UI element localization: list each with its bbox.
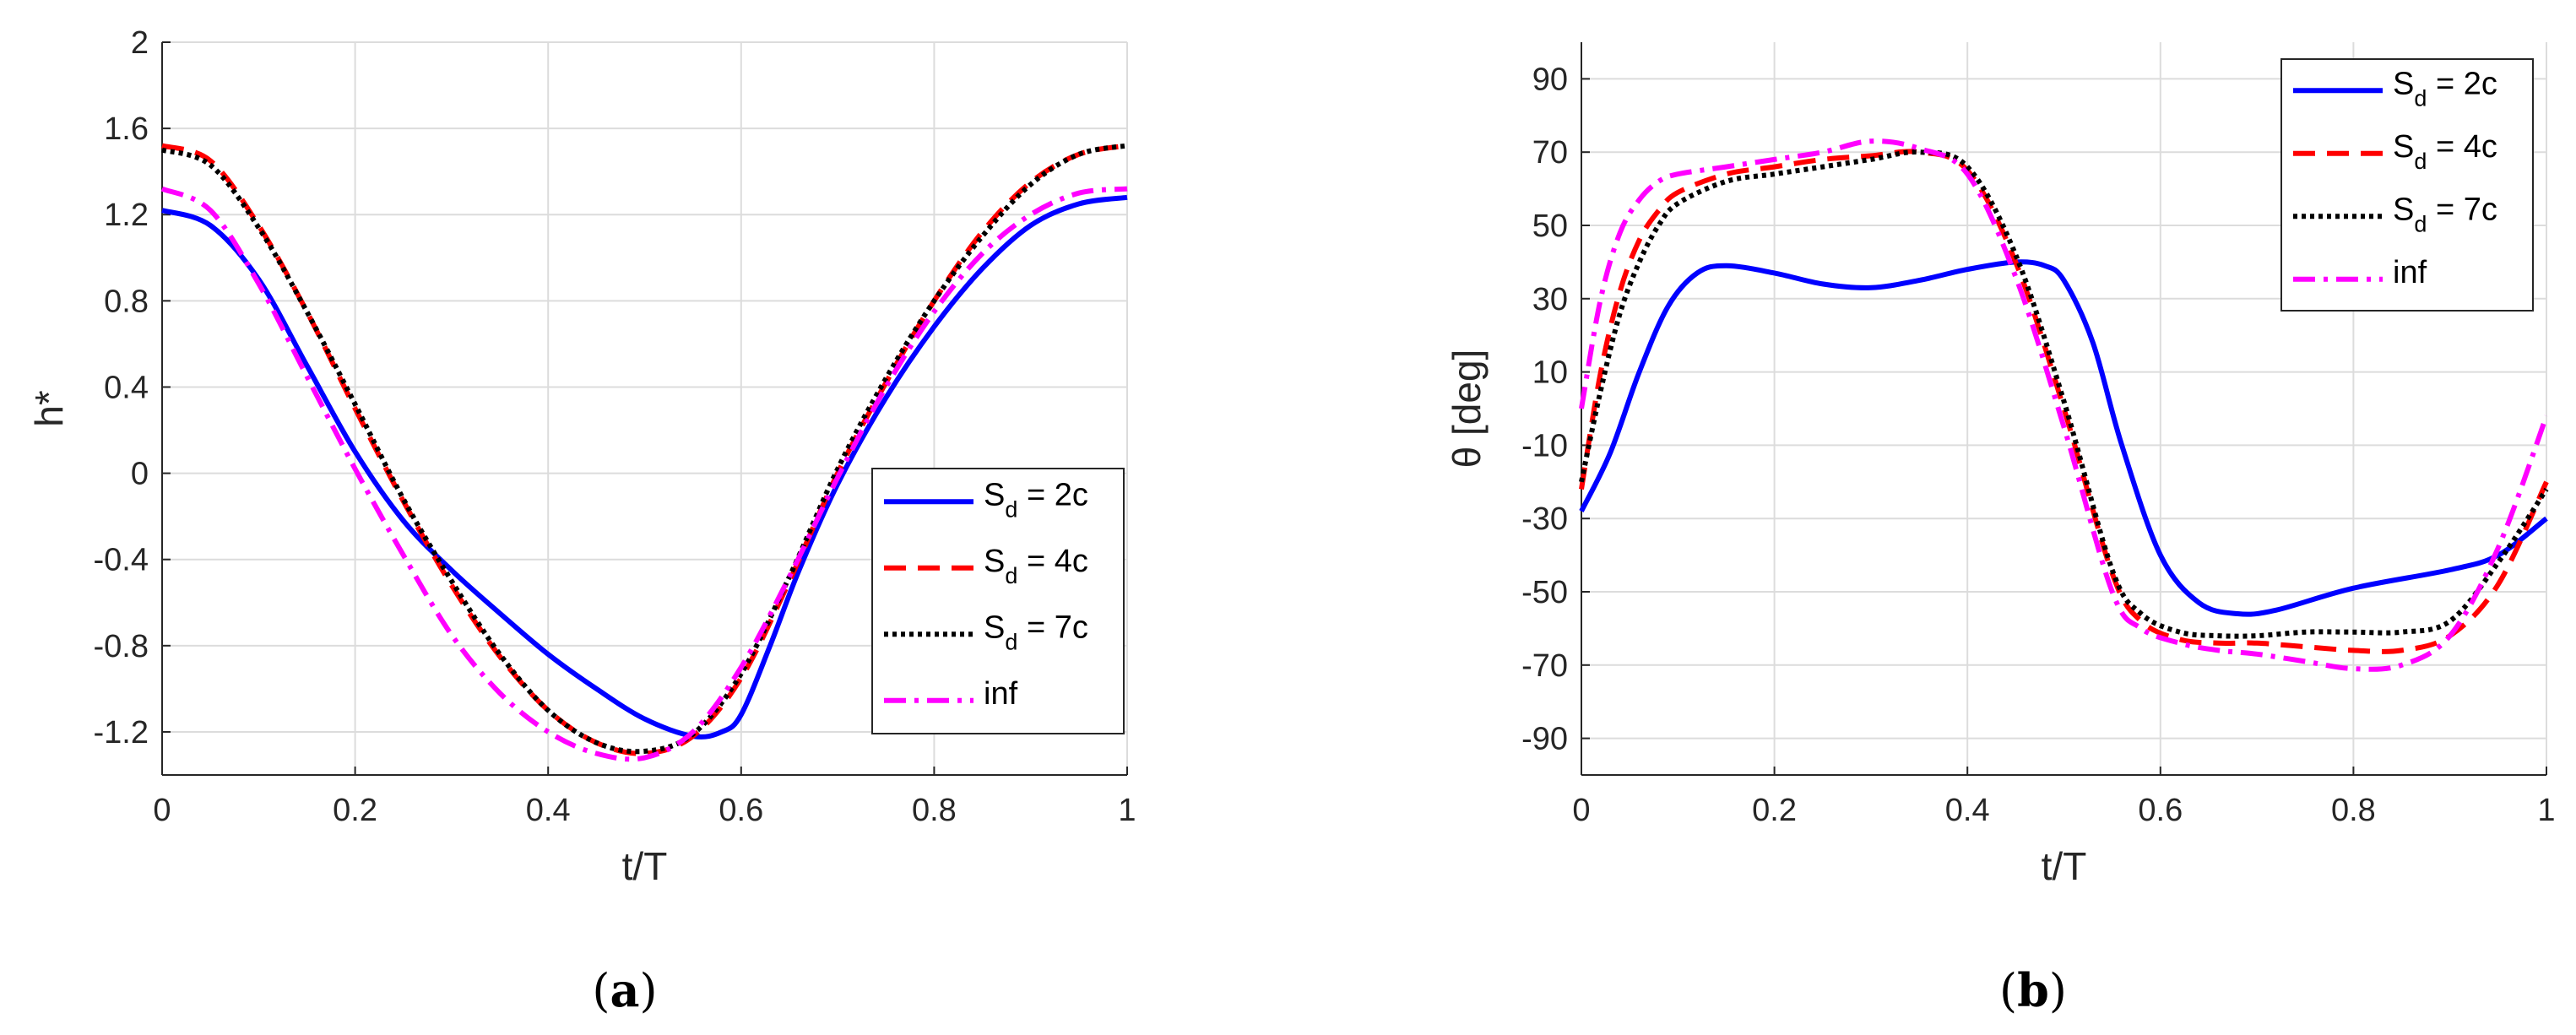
- y-axis-label: h*: [27, 390, 71, 427]
- y-tick-label: 2: [131, 25, 149, 61]
- y-tick-label: -1.2: [94, 715, 149, 751]
- x-tick-label: 0.2: [1752, 793, 1797, 828]
- series-line-1: [1579, 259, 2548, 617]
- legend-label: Sd = 7c: [984, 610, 1088, 654]
- series-line-3: [161, 143, 1128, 755]
- legend: Sd = 2c Sd = 4c Sd = 7c inf: [2280, 58, 2534, 312]
- legend-label: inf: [2393, 255, 2427, 290]
- x-tick-label: 0.2: [333, 793, 377, 828]
- y-tick-label: -50: [1521, 575, 1568, 610]
- legend-label: Sd = 4c: [984, 544, 1088, 588]
- x-tick-label: 0.8: [2331, 793, 2376, 828]
- panel-label-b: (b): [1999, 963, 2067, 1017]
- x-tick-label: 0: [153, 793, 171, 828]
- y-tick-label: -70: [1521, 648, 1568, 684]
- legend-label: inf: [984, 676, 1018, 712]
- legend-box: [2280, 58, 2534, 312]
- legend: Sd = 2c Sd = 4c Sd = 7c inf: [871, 468, 1125, 734]
- series-line-4: [160, 186, 1128, 762]
- series-line-2: [161, 143, 1128, 756]
- x-tick-label: 1: [2537, 793, 2555, 828]
- x-tick-label: 0.4: [1945, 793, 1990, 828]
- legend-label: Sd = 2c: [984, 477, 1088, 522]
- y-tick-label: 1.6: [104, 111, 149, 147]
- legend-label: Sd = 4c: [2393, 129, 2497, 174]
- chart-a: 0 0.2 0.4 0.6 0.8 1 -1.2 -0.8 -0.4 0 0.4 0.8 1.2 1.6 2…: [27, 25, 1136, 888]
- y-tick-label: 0: [131, 457, 149, 492]
- y-tick-label: 70: [1532, 135, 1568, 171]
- y-tick-label: 10: [1532, 355, 1568, 391]
- x-tick-label: 0: [1572, 793, 1590, 828]
- y-tick-label: 0.8: [104, 284, 149, 319]
- x-tick-label: 0.4: [526, 793, 571, 828]
- x-tick-label: 0.8: [912, 793, 957, 828]
- x-tick-label: 0.6: [719, 793, 763, 828]
- legend-label: Sd = 7c: [2393, 192, 2497, 236]
- x-axis-label: t/T: [2042, 844, 2087, 888]
- y-tick-label: -10: [1521, 428, 1568, 463]
- y-tick-label: 50: [1532, 209, 1568, 244]
- y-tick-label: 1.2: [104, 198, 149, 233]
- y-tick-label: 30: [1532, 282, 1568, 317]
- x-tick-label: 0.6: [2138, 793, 2183, 828]
- series-line-4: [1579, 138, 2549, 672]
- legend-label: Sd = 2c: [2393, 66, 2497, 111]
- series-line-2: [1579, 149, 2549, 654]
- panel-label-a: (a): [592, 963, 657, 1017]
- y-tick-label: -0.4: [94, 543, 149, 578]
- x-tick-label: 1: [1118, 793, 1136, 828]
- y-tick-label: -30: [1521, 501, 1568, 537]
- legend-box: [871, 468, 1125, 734]
- y-tick-label: -0.8: [94, 629, 149, 664]
- y-axis-label: θ [deg]: [1445, 350, 1489, 469]
- x-axis-label: t/T: [622, 844, 668, 888]
- chart-b: 0 0.2 0.4 0.6 0.8 1 -90 -70 -50 -30 -10 10 30 50 70 90 t…: [1445, 42, 2556, 888]
- series-line-3: [1579, 149, 2549, 639]
- y-tick-label: -90: [1521, 722, 1568, 757]
- y-tick-label: 0.4: [104, 370, 149, 405]
- y-tick-label: 90: [1532, 62, 1568, 97]
